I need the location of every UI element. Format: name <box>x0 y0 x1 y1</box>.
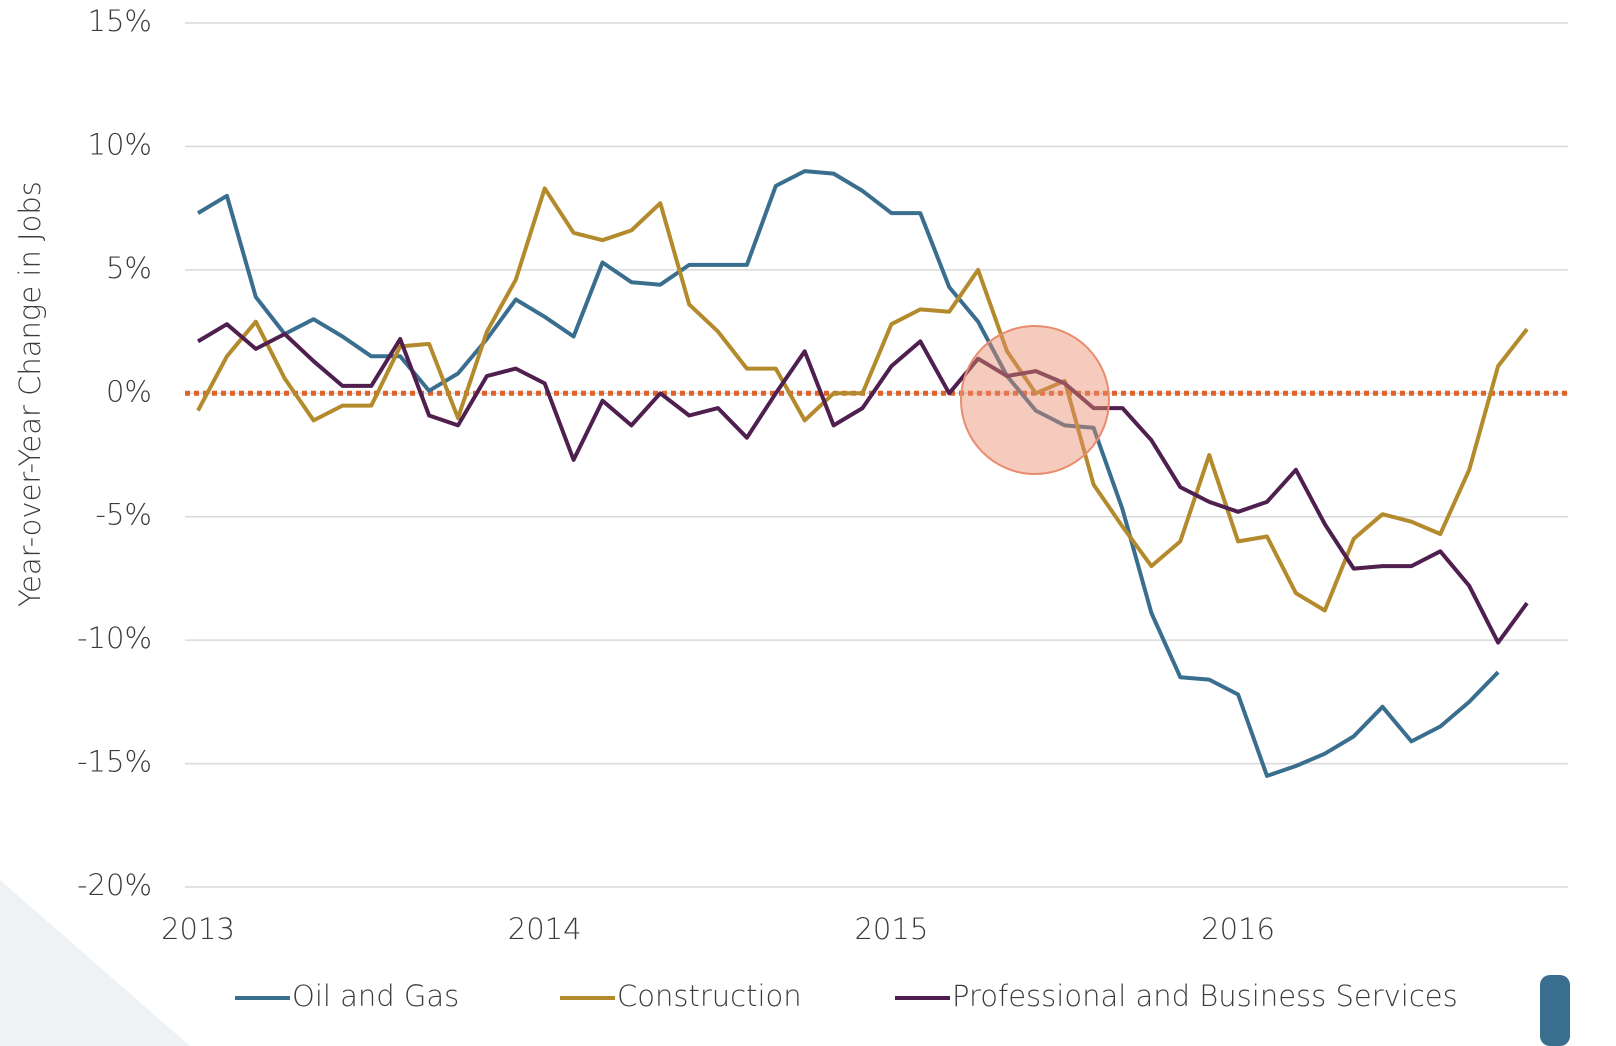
series-line <box>196 169 1500 778</box>
x-tick-label: 2016 <box>1201 912 1275 946</box>
corner-decoration <box>1540 975 1570 1046</box>
y-tick-label: 10% <box>88 127 152 161</box>
y-tick-label: -20% <box>77 868 152 902</box>
legend-label: Construction <box>617 979 802 1013</box>
legend: Oil and Gas Construction Professional and … <box>235 979 1458 1013</box>
series-line <box>196 322 1529 645</box>
legend-label: Professional and Business Services <box>952 979 1458 1013</box>
plot <box>185 169 1568 778</box>
y-tick-label: 0% <box>106 374 152 408</box>
legend-label: Oil and Gas <box>292 979 459 1013</box>
y-axis-title: Year-over-Year Change in Jobs <box>13 181 47 607</box>
x-tick-label: 2013 <box>161 912 235 946</box>
series-line <box>196 186 1529 613</box>
x-tick-label: 2015 <box>854 912 928 946</box>
y-tick-label: -10% <box>77 621 152 655</box>
y-tick-label: 15% <box>88 4 152 38</box>
y-tick-label: -5% <box>96 498 152 532</box>
grid: -20% -15% -10% -5% 0% 5% 10% 15% 2013 2014 2015 201… <box>77 4 1568 946</box>
y-tick-label: 5% <box>106 251 152 285</box>
x-tick-label: 2014 <box>508 912 582 946</box>
corner-decoration <box>0 880 190 1046</box>
highlight-circle <box>960 325 1110 475</box>
y-tick-label: -15% <box>77 745 152 779</box>
